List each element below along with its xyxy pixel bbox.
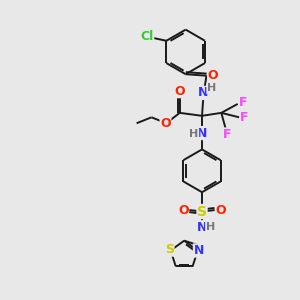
Text: H: H (207, 83, 216, 94)
Text: F: F (239, 96, 247, 109)
Text: N: N (197, 221, 207, 234)
Text: O: O (208, 69, 218, 82)
Text: O: O (174, 85, 185, 98)
Text: O: O (215, 203, 226, 217)
Text: N: N (198, 86, 208, 99)
Text: N: N (194, 244, 204, 257)
Text: S: S (197, 205, 207, 218)
Text: Cl: Cl (140, 30, 154, 43)
Text: S: S (165, 243, 174, 256)
Text: F: F (223, 128, 232, 141)
Text: O: O (178, 203, 189, 217)
Text: O: O (160, 117, 171, 130)
Text: H: H (189, 129, 199, 139)
Text: H: H (206, 222, 215, 232)
Text: N: N (197, 127, 207, 140)
Text: F: F (240, 111, 249, 124)
